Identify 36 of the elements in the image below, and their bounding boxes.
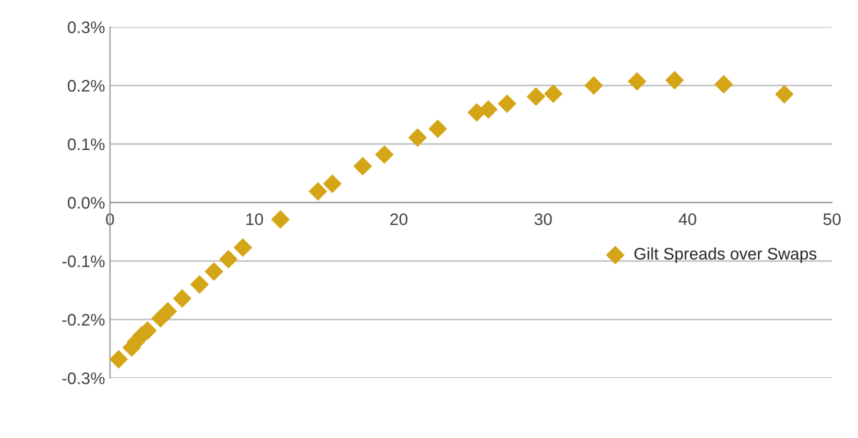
- y-tick-label: -0.1%: [62, 255, 105, 268]
- point: [544, 84, 563, 104]
- point: [190, 275, 209, 294]
- point: [110, 350, 128, 369]
- point: [479, 100, 498, 119]
- x-tick-label: 20: [390, 213, 408, 226]
- point: [375, 145, 394, 164]
- point: [172, 289, 192, 308]
- y-tick-label: -0.2%: [62, 314, 105, 326]
- y-tick-label: 0.3%: [68, 21, 105, 34]
- point: [584, 76, 604, 95]
- x-tick-label: 50: [823, 213, 841, 226]
- point: [353, 156, 372, 176]
- point: [526, 87, 546, 106]
- point: [775, 84, 794, 104]
- point: [428, 119, 448, 138]
- point: [271, 210, 290, 229]
- point: [665, 70, 684, 90]
- point: [308, 182, 328, 201]
- y-tick-label: 0.0%: [68, 196, 105, 209]
- point: [158, 302, 178, 321]
- y-tick-label: 0.1%: [68, 138, 105, 150]
- point: [498, 94, 516, 113]
- x-tick-label: 40: [678, 213, 696, 226]
- point: [628, 72, 646, 91]
- point: [714, 75, 734, 94]
- x-tick-label: 30: [534, 213, 552, 226]
- x-tick-label: 10: [246, 213, 264, 226]
- point: [408, 128, 427, 147]
- y-tick-label: 0.2%: [68, 80, 105, 92]
- point: [204, 262, 224, 281]
- y-tick-label: -0.3%: [62, 372, 105, 384]
- legend-label: Gilt Spreads over Swaps: [634, 247, 816, 263]
- point: [234, 238, 252, 257]
- point: [219, 250, 238, 269]
- point: [323, 174, 342, 194]
